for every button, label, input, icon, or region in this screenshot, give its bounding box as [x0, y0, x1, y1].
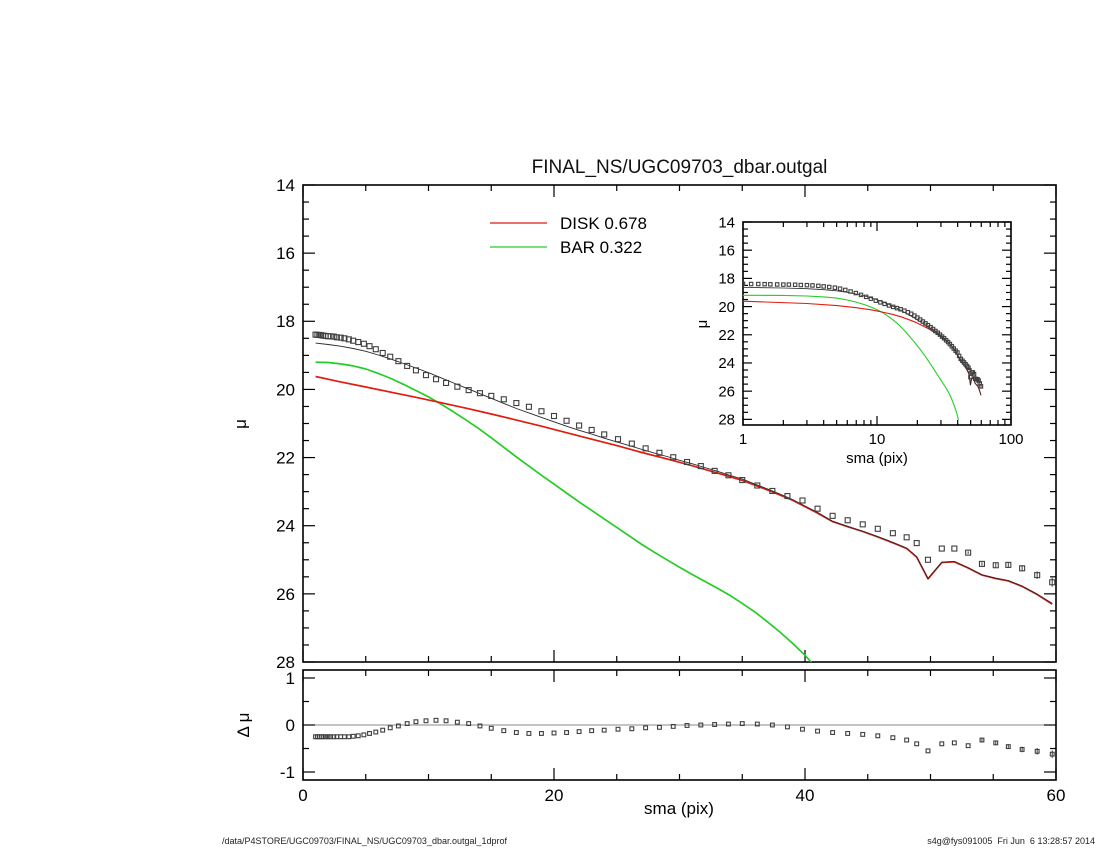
svg-text:28: 28: [276, 653, 295, 672]
inset-ticks: [742, 221, 1012, 425]
svg-text:16: 16: [276, 244, 295, 263]
total-line-main: [315, 342, 1053, 604]
inset-x-tick-labels: 1 10 100: [739, 431, 1024, 448]
svg-text:16: 16: [718, 242, 735, 259]
svg-text:24: 24: [718, 355, 735, 372]
main-y-tick-labels: 14 16 18 20 22 24 26 28: [276, 176, 295, 672]
inset-y-tick-labels: 14 16 18 20 22 24 26 28: [718, 214, 735, 428]
residual-points-res: [313, 717, 1055, 758]
svg-text:18: 18: [276, 312, 295, 331]
svg-text:-1: -1: [280, 763, 295, 782]
svg-text:0: 0: [298, 786, 307, 805]
svg-text:20: 20: [545, 786, 564, 805]
inset-panel-frame: [742, 221, 1012, 426]
res-y-tick-labels: -1 0 1: [280, 669, 295, 782]
svg-text:40: 40: [796, 786, 815, 805]
footer-path: /data/P4STORE/UGC09703/FINAL_NS/UGC09703…: [222, 836, 508, 846]
svg-text:22: 22: [718, 327, 735, 344]
bar-line-main: [315, 361, 813, 662]
data-points-main: [312, 331, 1056, 587]
svg-text:1: 1: [739, 431, 747, 448]
main-panel: 14 16 18 20 22 24 26 28 μ: [231, 176, 1057, 672]
svg-text:28: 28: [718, 412, 735, 429]
svg-text:60: 60: [1047, 786, 1066, 805]
main-ticks: [302, 184, 1057, 663]
svg-text:14: 14: [276, 176, 295, 195]
svg-text:22: 22: [276, 449, 295, 468]
svg-text:24: 24: [276, 517, 295, 536]
svg-text:20: 20: [718, 299, 735, 316]
inset-panel: 14 16 18 20 22 24 26 281 10 100 μ sma (pix): [694, 214, 1024, 467]
svg-text:10: 10: [869, 431, 886, 448]
inset-y-axis-label: μ: [694, 320, 711, 329]
legend: DISK 0.678 BAR 0.322: [490, 214, 647, 257]
svg-text:1: 1: [286, 669, 295, 688]
res-x-axis-label: sma (pix): [644, 799, 714, 818]
res-ticks: [302, 670, 1057, 780]
main-y-axis-label: μ: [231, 419, 250, 429]
inset-x-axis-label: sma (pix): [846, 450, 908, 467]
legend-disk-label: DISK 0.678: [560, 214, 647, 233]
main-panel-frame: [302, 184, 1057, 663]
res-y-axis-label: Δ μ: [234, 713, 253, 738]
svg-text:18: 18: [718, 271, 735, 288]
res-x-tick-labels: 0 20 40 60: [298, 786, 1065, 805]
chart-title: FINAL_NS/UGC09703_dbar.outgal: [531, 157, 828, 178]
svg-text:0: 0: [286, 716, 295, 735]
bar-line-inset: [743, 294, 960, 421]
data-points-inset: [743, 281, 984, 389]
svg-text:20: 20: [276, 380, 295, 399]
legend-bar-label: BAR 0.322: [560, 238, 642, 257]
disk-line-inset: [743, 300, 982, 396]
svg-text:26: 26: [718, 383, 735, 400]
svg-text:14: 14: [718, 214, 735, 231]
svg-text:26: 26: [276, 585, 295, 604]
svg-text:100: 100: [998, 431, 1023, 448]
footer-timestamp: s4g@fys091005 Fri Jun 6 13:28:57 2014: [927, 836, 1095, 846]
